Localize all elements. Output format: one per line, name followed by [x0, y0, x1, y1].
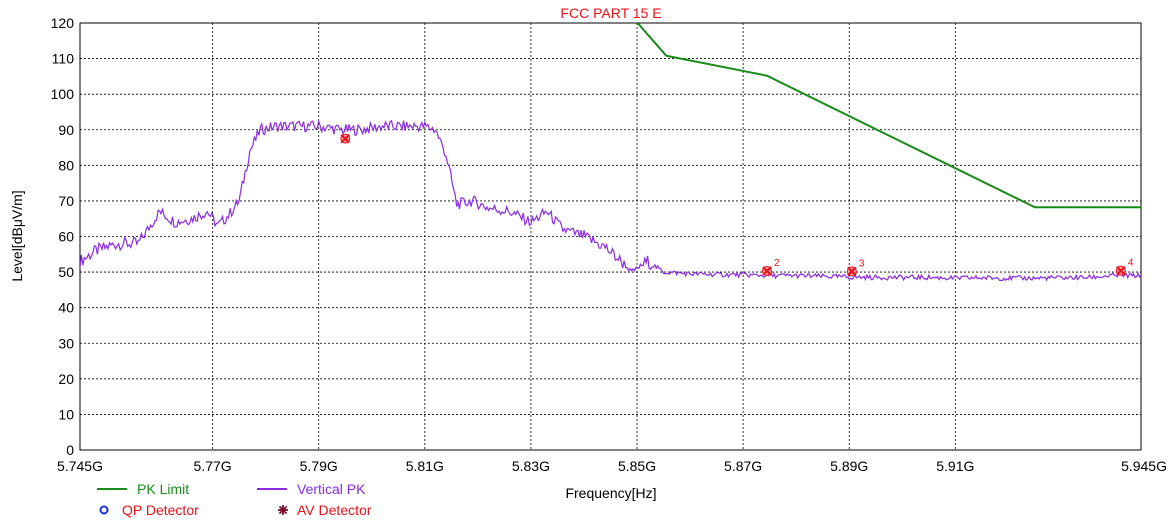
x-tick-label: 5.91G — [936, 458, 974, 474]
y-tick-label: 110 — [52, 51, 75, 67]
x-tick-label: 5.77G — [194, 458, 232, 474]
x-tick-label: 5.79G — [300, 458, 338, 474]
y-axis-label: Level[dBμV/m] — [9, 190, 25, 281]
y-tick-label: 0 — [66, 442, 74, 458]
y-tick-label: 50 — [58, 264, 74, 280]
y-tick-label: 20 — [58, 371, 74, 387]
y-tick-label: 40 — [58, 300, 74, 316]
y-tick-label: 80 — [58, 157, 74, 173]
x-tick-label: 5.87G — [724, 458, 762, 474]
y-tick-label: 60 — [58, 229, 74, 245]
legend-label: QP Detector — [122, 502, 199, 518]
chart-title: FCC PART 15 E — [560, 5, 661, 21]
legend-item: PK Limit — [97, 481, 189, 497]
legend-circle-icon — [99, 505, 109, 515]
grid-lines — [80, 23, 1141, 450]
x-axis-ticks: 5.745G 5.77G 5.79G 5.81G 5.83G 5.85G 5.87G 5.89… — [57, 458, 1167, 474]
marker-point — [846, 266, 857, 277]
marker-point — [340, 133, 351, 144]
marker-layer: 2 3 4 — [340, 133, 1134, 277]
x-tick-label: 5.83G — [512, 458, 550, 474]
legend-star-icon — [278, 505, 288, 515]
y-tick-label: 100 — [51, 86, 75, 102]
legend-item: AV Detector — [278, 502, 372, 518]
y-axis-ticks: 0 10 20 30 40 50 60 70 80 90 100 110 120 — [51, 15, 75, 458]
x-tick-label: 5.945G — [1121, 458, 1167, 474]
marker-label: 3 — [859, 258, 865, 269]
x-tick-label: 5.89G — [830, 458, 868, 474]
plot-frame — [79, 22, 1142, 451]
vertical-pk-line — [80, 119, 1141, 282]
marker-point — [761, 266, 772, 277]
marker-label: 2 — [774, 258, 780, 269]
legend: PK Limit Vertical PK QP Detector AV Detecto… — [97, 481, 372, 518]
y-tick-label: 10 — [58, 406, 74, 422]
legend-item: QP Detector — [99, 502, 199, 518]
x-tick-label: 5.81G — [406, 458, 444, 474]
legend-label: Vertical PK — [297, 481, 366, 497]
y-tick-label: 120 — [51, 15, 75, 31]
legend-item: Vertical PK — [257, 481, 366, 497]
pk-limit-line — [636, 23, 1141, 209]
marker-point — [1115, 265, 1126, 276]
x-tick-label: 5.745G — [57, 458, 103, 474]
x-tick-label: 5.85G — [618, 458, 656, 474]
x-axis-label: Frequency[Hz] — [565, 485, 656, 501]
legend-label: PK Limit — [137, 481, 189, 497]
y-tick-label: 30 — [58, 335, 74, 351]
legend-label: AV Detector — [297, 502, 372, 518]
y-tick-label: 90 — [58, 122, 74, 138]
y-tick-label: 70 — [58, 193, 74, 209]
series-layer — [80, 23, 1141, 282]
marker-label: 4 — [1128, 258, 1134, 269]
